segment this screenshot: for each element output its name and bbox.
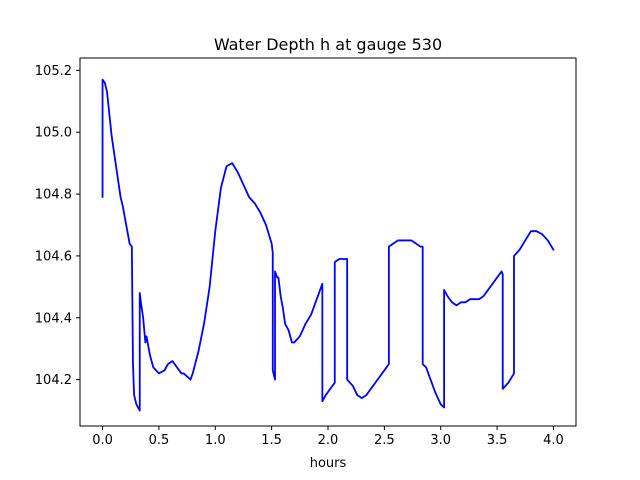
series-line [101,78,555,412]
x-tick-label: 3.5 [487,433,508,448]
x-axis-ticks: 0.0 0.5 1.0 1.5 2.0 2.5 3.0 3.5 4.0 [92,426,564,448]
axes-frame [79,57,577,427]
x-tick-label: 1.0 [205,433,226,448]
x-tick-label: 0.5 [149,433,170,448]
y-tick-label: 104.6 [35,249,72,264]
x-tick-label: 3.0 [430,433,451,448]
y-tick-label: 105.2 [35,64,72,79]
x-tick-label: 0.0 [92,433,113,448]
x-tick-label: 2.0 [318,433,339,448]
x-axis-label: hours [310,456,347,471]
y-tick-label: 104.4 [35,311,72,326]
plot-area [101,78,555,412]
x-tick-label: 2.5 [374,433,395,448]
chart-title: Water Depth h at gauge 530 [214,35,442,54]
y-tick-label: 104.8 [35,188,72,203]
x-tick-label: 4.0 [543,433,564,448]
x-tick-label: 1.5 [261,433,282,448]
y-tick-label: 105.0 [35,126,72,141]
y-axis-ticks: 104.2 104.4 104.6 104.8 105.0 105.2 [35,64,80,388]
y-tick-label: 104.2 [35,373,72,388]
